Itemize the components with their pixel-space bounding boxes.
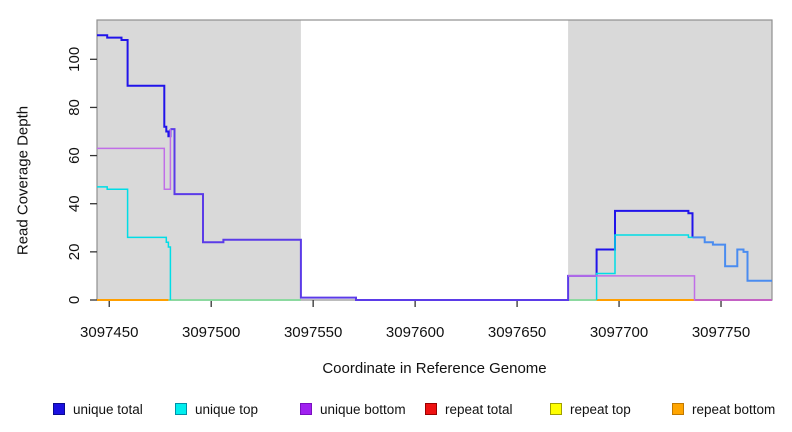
legend-item-unique-top: unique top <box>175 400 258 418</box>
y-tick-label: 20 <box>66 244 83 261</box>
series-unique-total <box>97 34 172 138</box>
x-tick-label: 3097700 <box>590 324 648 341</box>
y-tick-label: 100 <box>66 47 83 72</box>
repeat-total-swatch-icon <box>425 403 437 415</box>
legend-item-repeat-top: repeat top <box>550 400 631 418</box>
x-tick-label: 3097750 <box>692 324 750 341</box>
series-unique-total <box>692 236 772 282</box>
legend-label: unique total <box>73 401 143 417</box>
legend-label: repeat total <box>445 401 513 417</box>
series-unique-top <box>595 234 693 300</box>
series-unique-total <box>595 209 694 276</box>
unique-bottom-swatch-icon <box>300 403 312 415</box>
x-tick-label: 3097450 <box>80 324 138 341</box>
legend: unique total unique top unique bottom re… <box>0 400 792 424</box>
y-tick-label: 60 <box>66 147 83 164</box>
y-axis-title: Read Coverage Depth <box>14 105 32 256</box>
legend-label: unique top <box>195 401 259 417</box>
y-tick-label: 0 <box>66 296 83 304</box>
repeat-top-swatch-icon <box>550 403 562 415</box>
x-tick-label: 3097500 <box>182 324 240 341</box>
series-unique-bottom <box>97 129 172 191</box>
x-tick-label: 3097550 <box>284 324 342 341</box>
legend-item-repeat-total: repeat total <box>425 400 513 418</box>
series-unique-bottom <box>568 275 772 301</box>
legend-item-unique-bottom: unique bottom <box>300 400 406 418</box>
shaded-region <box>97 20 301 300</box>
x-tick-label: 3097600 <box>386 324 444 341</box>
legend-item-unique-total: unique total <box>53 400 143 418</box>
legend-label: repeat top <box>570 401 631 417</box>
unique-top-swatch-icon <box>175 403 187 415</box>
y-tick-label: 80 <box>66 99 83 116</box>
legend-label: repeat bottom <box>692 401 776 417</box>
legend-item-repeat-bottom: repeat bottom <box>672 400 775 418</box>
legend-label: unique bottom <box>320 401 406 417</box>
repeat-bottom-swatch-icon <box>672 403 684 415</box>
series-unique-total <box>170 128 597 301</box>
x-axis-title: Coordinate in Reference Genome <box>322 360 547 377</box>
y-tick-label: 40 <box>66 195 83 212</box>
series-unique-top <box>97 186 172 300</box>
shaded-region <box>568 20 772 300</box>
unique-total-swatch-icon <box>53 403 65 415</box>
x-tick-label: 3097650 <box>488 324 546 341</box>
